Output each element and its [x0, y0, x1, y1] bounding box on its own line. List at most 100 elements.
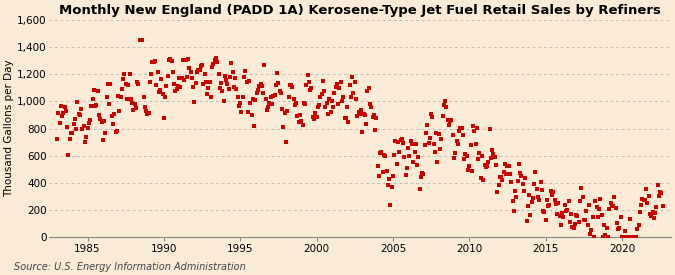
Point: [65, 131, 76, 135]
Point: [113, 94, 124, 98]
Point: [193, 67, 204, 72]
Point: [107, 121, 118, 126]
Point: [192, 70, 202, 75]
Point: [250, 97, 261, 102]
Point: [491, 163, 502, 168]
Point: [567, 224, 578, 229]
Point: [252, 87, 263, 92]
Point: [190, 81, 201, 85]
Point: [221, 78, 232, 82]
Point: [527, 196, 538, 200]
Point: [533, 195, 543, 199]
Point: [122, 97, 132, 101]
Point: [591, 205, 602, 209]
Point: [376, 150, 387, 154]
Point: [296, 119, 306, 123]
Point: [317, 78, 328, 83]
Point: [364, 102, 375, 106]
Point: [568, 226, 579, 230]
Point: [95, 117, 106, 122]
Point: [381, 169, 392, 173]
Point: [439, 102, 450, 107]
Point: [228, 84, 239, 89]
Point: [614, 226, 625, 230]
Point: [310, 111, 321, 116]
Point: [338, 95, 349, 99]
Point: [570, 222, 580, 227]
Point: [595, 197, 605, 202]
Point: [350, 96, 361, 101]
Point: [435, 147, 446, 151]
Point: [126, 96, 136, 101]
Point: [639, 198, 650, 202]
Point: [67, 131, 78, 136]
Point: [585, 231, 595, 236]
Point: [298, 101, 309, 106]
Point: [151, 83, 161, 87]
Point: [58, 111, 69, 115]
Point: [535, 180, 546, 185]
Point: [371, 116, 382, 120]
Point: [156, 77, 167, 82]
Point: [632, 227, 643, 231]
Point: [234, 104, 244, 109]
Point: [302, 73, 313, 78]
Point: [395, 138, 406, 142]
Point: [590, 199, 601, 203]
Point: [649, 216, 659, 221]
Point: [55, 104, 66, 109]
Point: [314, 103, 325, 107]
Point: [167, 70, 178, 74]
Point: [215, 86, 225, 90]
Point: [562, 208, 572, 212]
Point: [254, 84, 265, 88]
Point: [484, 126, 495, 131]
Point: [294, 120, 304, 125]
Point: [489, 155, 500, 160]
Point: [330, 85, 341, 89]
Point: [307, 115, 318, 120]
Point: [603, 235, 614, 239]
Point: [477, 154, 487, 158]
Point: [88, 88, 99, 92]
Point: [148, 60, 159, 65]
Point: [517, 181, 528, 186]
Point: [319, 89, 329, 94]
Point: [472, 157, 483, 161]
Point: [599, 223, 610, 227]
Point: [408, 160, 418, 164]
Point: [281, 139, 292, 144]
Point: [645, 212, 655, 217]
Point: [373, 174, 384, 178]
Point: [291, 101, 302, 106]
Point: [636, 203, 647, 208]
Point: [92, 89, 103, 94]
Point: [194, 68, 205, 72]
Point: [604, 207, 615, 211]
Point: [350, 80, 360, 85]
Point: [361, 122, 372, 127]
Point: [51, 137, 62, 141]
Point: [375, 151, 385, 155]
Point: [241, 80, 252, 84]
Point: [147, 60, 158, 64]
Point: [173, 76, 184, 80]
Point: [354, 112, 365, 116]
Point: [461, 154, 472, 158]
Point: [622, 235, 632, 239]
Point: [497, 178, 508, 183]
Title: Monthly New England (PADD 1A) Kerosene-Type Jet Fuel Retail Sales by Refiners: Monthly New England (PADD 1A) Kerosene-T…: [59, 4, 661, 17]
Point: [470, 142, 481, 146]
Point: [251, 90, 262, 95]
Point: [186, 76, 197, 80]
Point: [383, 177, 394, 181]
Point: [455, 126, 466, 131]
Point: [152, 70, 163, 75]
Point: [539, 209, 549, 214]
Point: [442, 118, 453, 122]
Point: [127, 101, 138, 105]
Point: [576, 186, 587, 190]
Point: [537, 188, 547, 192]
Point: [157, 92, 168, 97]
Point: [586, 227, 597, 232]
